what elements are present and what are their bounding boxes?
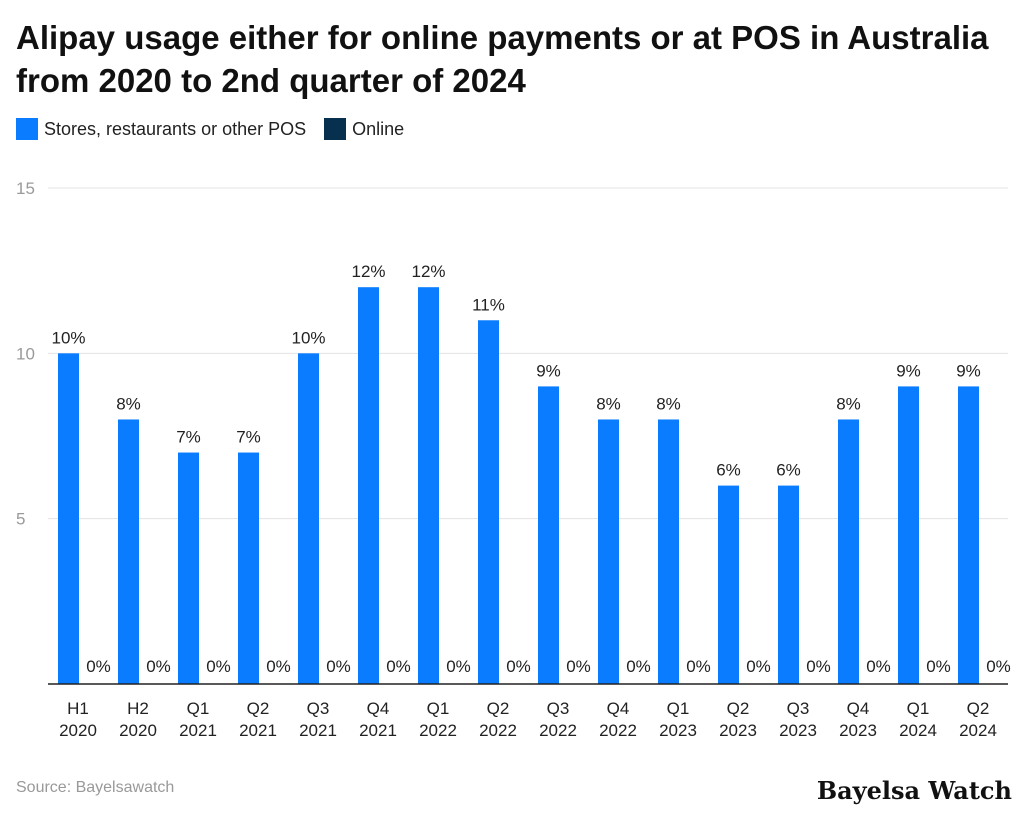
data-label-online: 0%	[206, 657, 231, 676]
source-note: Source: Bayelsawatch	[16, 779, 175, 796]
data-label-online: 0%	[86, 657, 111, 676]
legend-item-pos: Stores, restaurants or other POS	[16, 118, 306, 140]
x-tick-label: Q1	[187, 699, 210, 718]
x-tick-label: Q1	[907, 699, 930, 718]
bar-pos	[718, 485, 739, 684]
data-label-pos: 8%	[596, 394, 621, 413]
bar-pos	[958, 386, 979, 684]
x-tick-label: H2	[127, 699, 149, 718]
data-label-online: 0%	[626, 657, 651, 676]
bar-pos	[838, 419, 859, 684]
chart-title: Alipay usage either for online payments …	[16, 19, 989, 99]
x-tick-label: 2022	[539, 721, 577, 740]
bar-pos	[178, 452, 199, 684]
legend-item-online: Online	[324, 118, 404, 140]
data-label-online: 0%	[746, 657, 771, 676]
x-tick-label: 2021	[179, 721, 217, 740]
data-label-online: 0%	[266, 657, 291, 676]
data-label-pos: 7%	[176, 428, 201, 447]
data-label-pos: 10%	[291, 328, 325, 347]
data-label-pos: 12%	[351, 262, 385, 281]
y-tick-label: 10	[16, 344, 35, 363]
x-tick-label: Q3	[307, 699, 330, 718]
legend-label-online: Online	[352, 118, 405, 139]
data-label-online: 0%	[986, 657, 1011, 676]
bar-pos	[358, 287, 379, 684]
data-label-online: 0%	[566, 657, 591, 676]
data-label-online: 0%	[506, 657, 531, 676]
data-label-online: 0%	[326, 657, 351, 676]
x-tick-label: 2024	[959, 721, 997, 740]
x-tick-label: Q4	[367, 699, 390, 718]
y-tick-label: 5	[16, 510, 25, 529]
data-label-online: 0%	[386, 657, 411, 676]
x-tick-label: 2021	[359, 721, 397, 740]
x-tick-label: 2023	[719, 721, 757, 740]
x-tick-label: Q3	[547, 699, 570, 718]
bar-pos	[238, 452, 259, 684]
bar-pos	[658, 419, 679, 684]
x-tick-label: Q1	[667, 699, 690, 718]
data-label-pos: 8%	[836, 394, 861, 413]
x-tick-label: 2021	[299, 721, 337, 740]
brand-logo: Bayelsa Watch	[816, 776, 1012, 805]
x-tick-label: Q1	[427, 699, 450, 718]
x-tick-label: 2022	[599, 721, 637, 740]
data-label-pos: 12%	[411, 262, 445, 281]
data-label-pos: 8%	[116, 394, 141, 413]
x-tick-label: H1	[67, 699, 89, 718]
x-tick-label: 2020	[119, 721, 157, 740]
bar-pos	[58, 353, 79, 684]
data-label-online: 0%	[686, 657, 711, 676]
data-label-online: 0%	[806, 657, 831, 676]
x-tick-label: 2023	[659, 721, 697, 740]
data-label-online: 0%	[926, 657, 951, 676]
x-tick-label: Q4	[607, 699, 630, 718]
x-tick-label: 2020	[59, 721, 97, 740]
data-label-pos: 8%	[656, 394, 681, 413]
data-label-pos: 6%	[716, 461, 741, 480]
x-tick-label: Q3	[787, 699, 810, 718]
x-tick-label: 2023	[839, 721, 877, 740]
bar-pos	[478, 320, 499, 684]
legend-swatch-online	[324, 118, 347, 140]
x-tick-label: 2022	[479, 721, 517, 740]
legend-label-pos: Stores, restaurants or other POS	[44, 118, 307, 139]
data-label-online: 0%	[146, 657, 171, 676]
bar-pos	[118, 419, 139, 684]
legend-swatch-pos	[16, 118, 38, 140]
x-tick-label: Q2	[487, 699, 510, 718]
x-tick-label: 2022	[419, 721, 457, 740]
x-tick-label: Q2	[967, 699, 990, 718]
data-label-pos: 10%	[51, 328, 85, 347]
y-tick-label: 15	[16, 179, 35, 198]
x-tick-label: Q2	[727, 699, 750, 718]
x-tick-label: 2023	[779, 721, 817, 740]
legend: Stores, restaurants or other POS Online	[16, 118, 422, 140]
data-label-pos: 9%	[956, 361, 981, 380]
bar-pos	[598, 419, 619, 684]
data-label-pos: 11%	[472, 295, 505, 314]
x-tick-label: 2021	[239, 721, 277, 740]
bar-pos	[538, 386, 559, 684]
data-label-pos: 7%	[236, 428, 261, 447]
data-label-online: 0%	[446, 657, 471, 676]
x-tick-label: Q2	[247, 699, 270, 718]
data-label-pos: 9%	[896, 361, 921, 380]
x-tick-label: Q4	[847, 699, 870, 718]
bar-pos	[298, 353, 319, 684]
data-label-pos: 6%	[776, 461, 801, 480]
x-tick-label: 2024	[899, 721, 937, 740]
bar-pos	[898, 386, 919, 684]
bar-pos	[418, 287, 439, 684]
bar-pos	[778, 485, 799, 684]
data-label-pos: 9%	[536, 361, 561, 380]
data-label-online: 0%	[866, 657, 891, 676]
